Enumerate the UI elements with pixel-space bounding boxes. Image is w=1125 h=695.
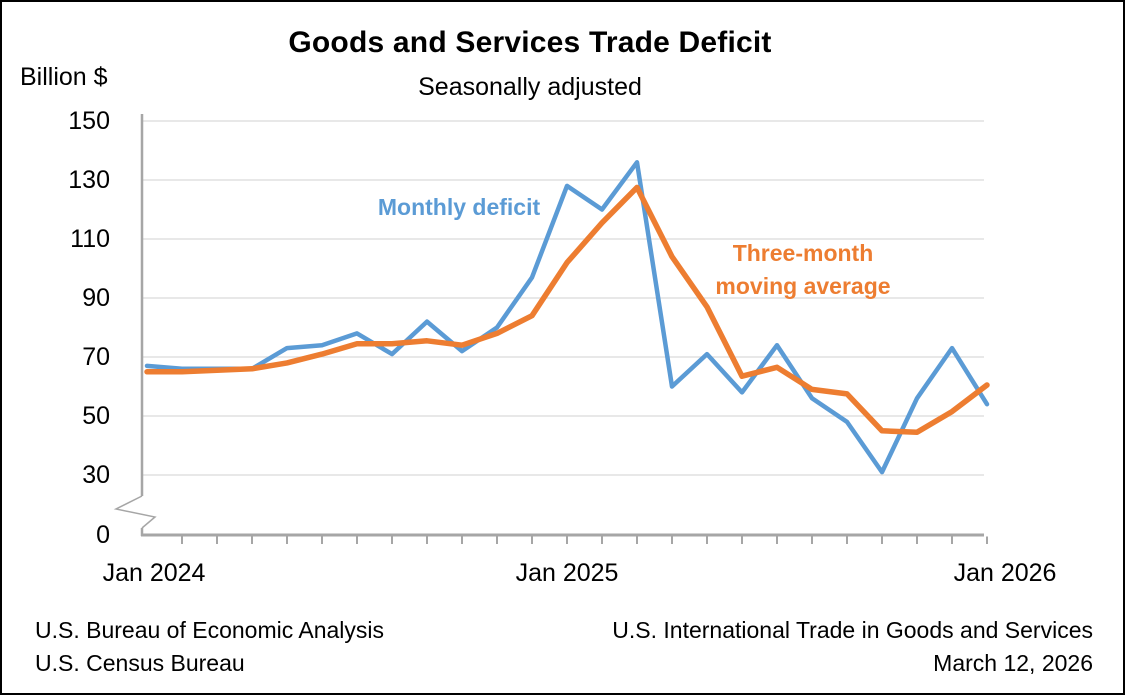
moving-average-label-line1: Three-month	[732, 240, 874, 266]
y-tick-label: 110	[70, 225, 110, 253]
moving-average-label-line2: moving average	[715, 273, 891, 299]
source-note-right: U.S. International Trade in Goods and Se…	[612, 614, 1093, 679]
y-tick-label: 130	[68, 166, 110, 194]
chart-title: Goods and Services Trade Deficit	[288, 26, 772, 59]
source-bea: U.S. Bureau of Economic Analysis	[35, 617, 384, 643]
x-tick-label: Jan 2025	[515, 559, 619, 587]
y-axis-unit-label: Billion $	[20, 63, 108, 91]
axis-break-icon	[113, 495, 157, 529]
y-tick-label: 30	[82, 461, 110, 489]
monthly-deficit-label: Monthly deficit	[377, 194, 541, 220]
source-note-left: U.S. Bureau of Economic Analysis U.S. Ce…	[35, 614, 384, 679]
y-tick-label: 150	[68, 107, 110, 135]
monthly-deficit-line	[144, 160, 990, 475]
report-name: U.S. International Trade in Goods and Se…	[612, 617, 1093, 643]
moving-average-line	[144, 184, 990, 435]
y-tick-label: 70	[82, 343, 110, 371]
source-census: U.S. Census Bureau	[35, 649, 245, 676]
x-tick-label: Jan 2024	[102, 559, 206, 587]
y-tick-label: 90	[82, 284, 110, 312]
report-date: March 12, 2026	[933, 649, 1093, 676]
y-tick-label: 0	[96, 521, 110, 549]
x-tick-label: Jan 2026	[953, 559, 1057, 587]
chart-subtitle: Seasonally adjusted	[418, 73, 642, 101]
y-tick-label: 50	[82, 402, 110, 430]
moving-average-label: Three-month moving average	[715, 237, 890, 303]
